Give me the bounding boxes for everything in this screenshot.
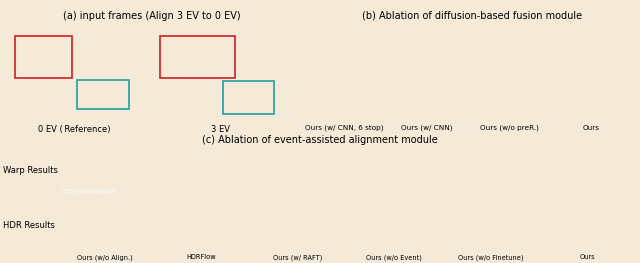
Text: Ours (w/ CNN, 6 stop): Ours (w/ CNN, 6 stop) — [305, 125, 383, 132]
Text: (c) Ablation of event-assisted alignment module: (c) Ablation of event-assisted alignment… — [202, 135, 438, 145]
Text: (a) input frames (Align 3 EV to 0 EV): (a) input frames (Align 3 EV to 0 EV) — [63, 11, 241, 21]
Text: Ours (w/ RAFT): Ours (w/ RAFT) — [273, 254, 323, 261]
Text: 0 EV ( ​Reference​): 0 EV ( ​Reference​) — [38, 125, 111, 134]
Text: Ours (w/o Align.): Ours (w/o Align.) — [77, 254, 132, 261]
Text: Ours (w/o Event): Ours (w/o Event) — [366, 254, 422, 261]
Text: 3 EV: 3 EV — [211, 125, 230, 134]
Text: Ours: Ours — [583, 125, 600, 131]
Text: HDR Results: HDR Results — [3, 221, 55, 230]
Text: Ours (w/o preR.): Ours (w/o preR.) — [479, 125, 538, 132]
Text: Ours (w/ CNN): Ours (w/ CNN) — [401, 125, 452, 132]
Text: Warp Results: Warp Results — [3, 166, 58, 175]
Text: Ours (w/o Finetune): Ours (w/o Finetune) — [458, 254, 524, 261]
Text: 0 EV (Reference): 0 EV (Reference) — [62, 189, 116, 194]
Text: (b) Ablation of diffusion-based fusion module: (b) Ablation of diffusion-based fusion m… — [362, 11, 582, 21]
Text: HDRFlow: HDRFlow — [186, 254, 216, 260]
Text: Ours: Ours — [579, 254, 595, 260]
